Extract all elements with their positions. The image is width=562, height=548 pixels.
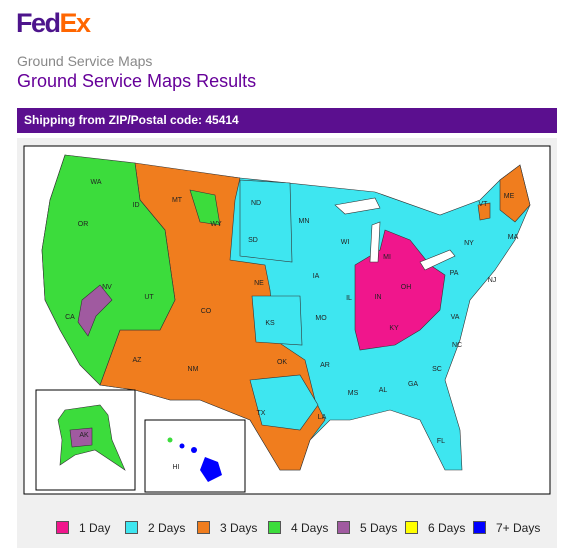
state-label: MS [348,390,359,397]
state-label: MA [508,234,519,241]
legend-item: 1 Day [56,521,110,535]
zone-region [179,443,185,449]
state-label: NJ [488,277,497,284]
legend-label: 6 Days [428,521,466,535]
state-label: NC [452,342,462,349]
legend-item: 6 Days [405,521,465,535]
zone-region [477,202,491,221]
state-label: ME [504,193,515,200]
zone-region [77,284,113,337]
legend-item: 7+ Days [473,521,540,535]
state-label: WY [210,221,222,228]
state-label: SC [432,366,442,373]
state-label: NV [102,284,112,291]
state-label: NY [464,240,474,247]
state-label: CA [65,314,75,321]
zone-region [239,179,293,263]
legend-label: 2 Days [148,521,186,535]
state-label: FL [437,438,445,445]
legend-label: 7+ Days [496,521,541,535]
breadcrumb[interactable]: Ground Service Maps [17,53,153,69]
legend-swatch [56,521,69,534]
state-label: NE [254,280,264,287]
state-label: TX [257,410,266,417]
state-label: MT [172,197,183,204]
state-label: AL [379,387,388,394]
state-label: AK [79,432,89,439]
page-title: Ground Service Maps Results [17,71,257,91]
zone-region [167,437,173,443]
legend-label: 5 Days [360,521,398,535]
zone-region [200,457,222,482]
zone-region [69,427,93,448]
legend-swatch [337,521,350,534]
state-label: WA [90,179,101,186]
state-label: ND [251,200,261,207]
state-label: GA [408,381,418,388]
state-label: IA [313,273,320,280]
lake [369,221,381,263]
state-label: OK [277,359,287,366]
legend-item: 2 Days [125,521,185,535]
legend-swatch [125,521,138,534]
zone-region [249,374,319,431]
zone-region [499,164,531,223]
state-label: AZ [133,357,143,364]
zone-region [189,189,221,226]
state-label: VT [479,201,489,208]
state-label: KY [389,325,399,332]
zone-region [251,295,303,346]
state-label: HI [173,464,180,471]
state-label: IL [346,295,352,302]
state-label: LA [318,414,327,421]
zone-region [41,154,176,386]
logo-ex: Ex [59,8,92,38]
state-label: CO [201,308,212,315]
state-label: UT [144,294,154,301]
hawaii-inset [144,419,246,493]
legend-swatch [268,521,281,534]
state-label: PA [450,270,459,277]
state-label: MN [299,218,310,225]
legend-item: 3 Days [197,521,257,535]
state-label: OH [401,284,412,291]
state-label: OR [78,221,89,228]
lake [334,197,381,215]
lake [419,249,456,271]
state-label: NM [188,366,199,373]
state-label: MO [315,315,327,322]
legend-swatch [473,521,486,534]
legend-label: 1 Day [79,521,111,535]
state-label: IN [375,294,382,301]
legend: 1 Day 2 Days 3 Days 4 Days 5 Days 6 Days 7+ Da… [0,518,562,540]
legend-swatch [405,521,418,534]
fedex-logo[interactable]: FedEx [16,8,92,39]
origin-banner: Shipping from ZIP/Postal code: 45414 [17,108,557,133]
legend-item: 4 Days [268,521,328,535]
state-label: AR [320,362,330,369]
state-label: VA [451,314,460,321]
logo-fed: Fed [16,8,61,38]
zone-region [191,447,197,453]
state-label: ID [133,202,140,209]
legend-label: 4 Days [291,521,329,535]
state-label: KS [265,320,275,327]
state-label: WI [341,239,350,246]
state-label: SD [248,237,258,244]
state-label: MI [383,254,391,261]
legend-item: 5 Days [337,521,397,535]
legend-label: 3 Days [220,521,258,535]
legend-swatch [197,521,210,534]
